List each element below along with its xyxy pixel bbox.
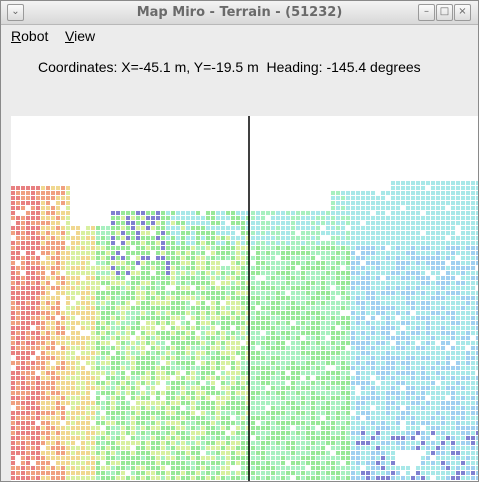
maximize-icon: □ — [439, 6, 450, 17]
minimize-icon: – — [424, 6, 429, 17]
status-readout: Coordinates: X=-45.1 m, Y=-19.5 m Headin… — [38, 59, 421, 75]
window-menu-button[interactable]: ⌄ — [7, 4, 24, 21]
close-icon: × — [458, 6, 467, 17]
terrain-map-canvas — [11, 116, 478, 481]
menu-view-mnemonic: V — [65, 28, 75, 44]
maximize-button[interactable]: □ — [436, 4, 453, 21]
terrain-cells — [11, 181, 478, 480]
menu-robot-label: obot — [21, 28, 49, 44]
window-title: Map Miro - Terrain - (51232) — [136, 5, 343, 20]
terrain-map[interactable] — [11, 116, 478, 481]
menu-bar: Robot View — [1, 25, 478, 47]
chevron-down-icon: ⌄ — [11, 6, 20, 17]
menu-view[interactable]: View — [65, 28, 95, 44]
minimize-button[interactable]: – — [418, 4, 435, 21]
menu-robot[interactable]: Robot — [11, 28, 48, 44]
menu-robot-mnemonic: R — [11, 28, 22, 44]
title-bar[interactable]: ⌄ Map Miro - Terrain - (51232) – □ × — [1, 1, 478, 25]
close-button[interactable]: × — [454, 4, 471, 21]
menu-view-label: iew — [74, 28, 96, 44]
